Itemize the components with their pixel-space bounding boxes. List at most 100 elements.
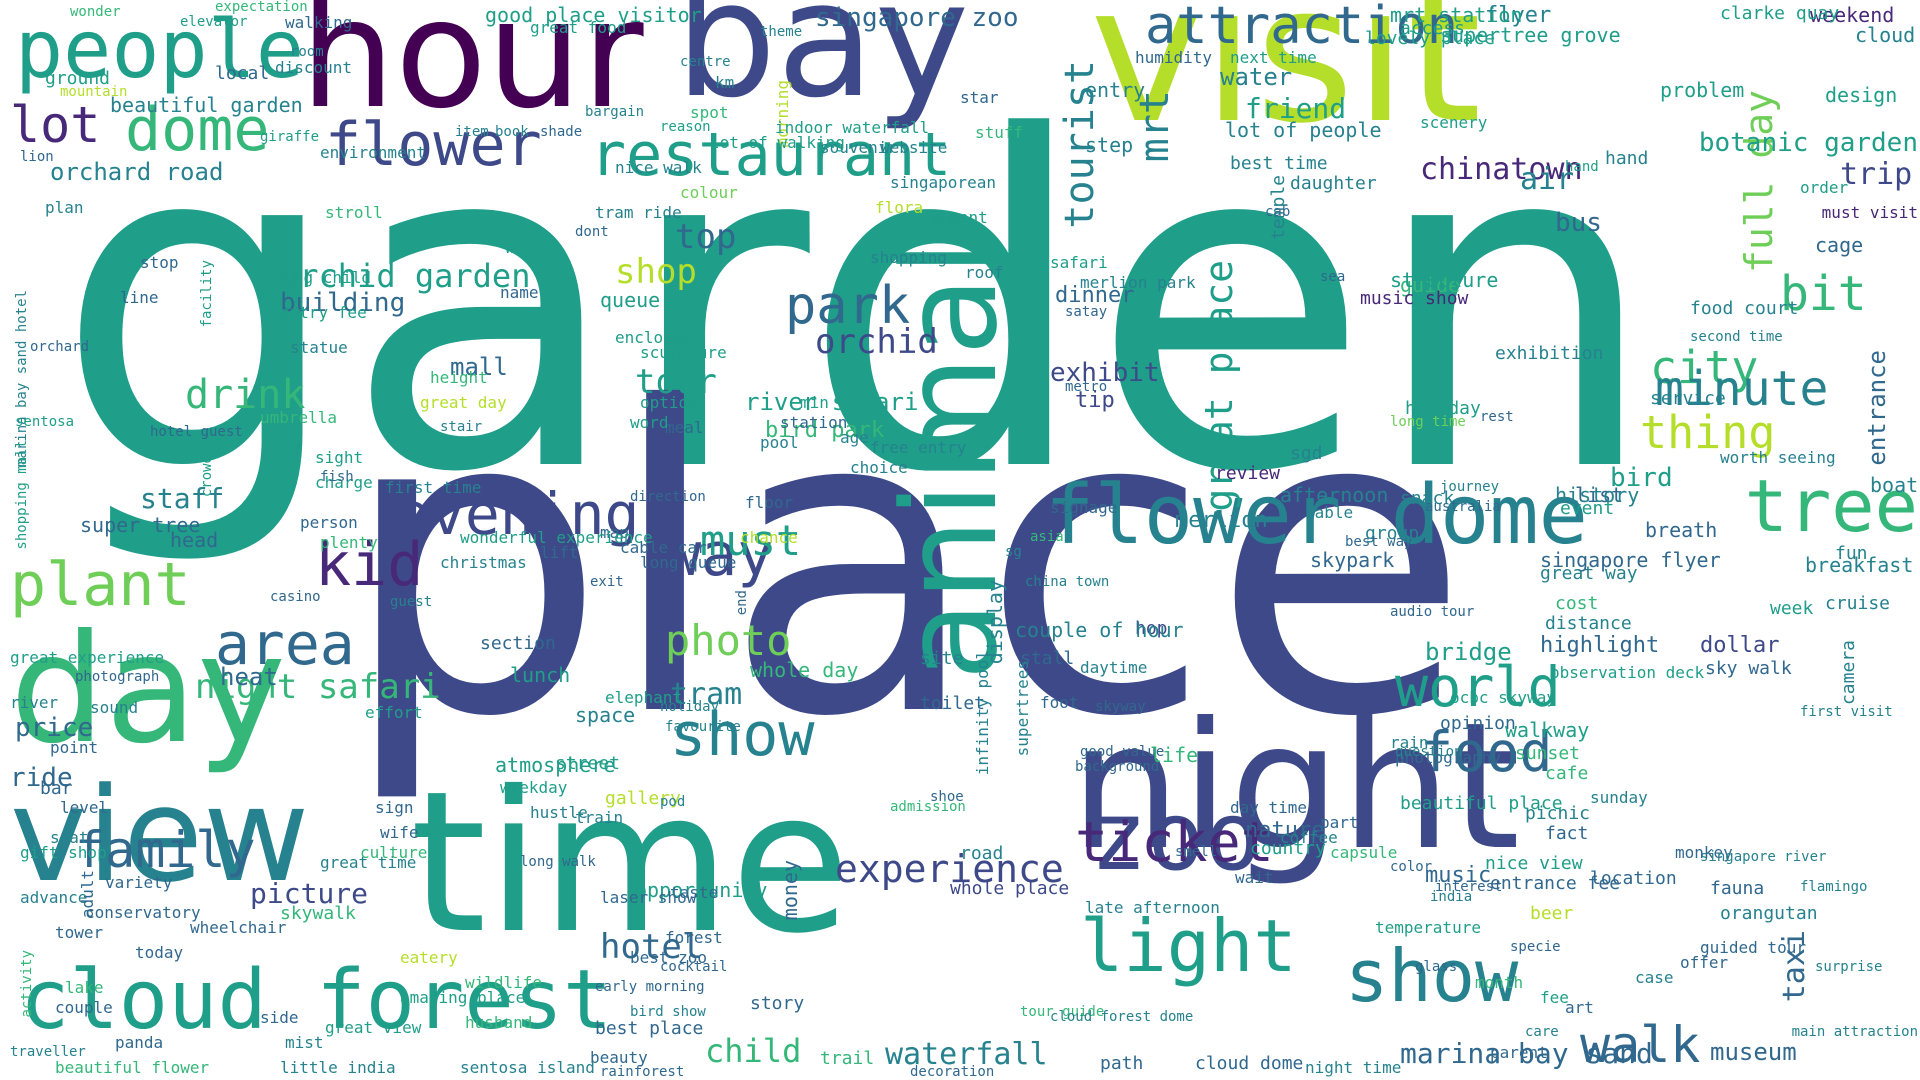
word-chance: chance bbox=[740, 528, 798, 547]
word-color: color bbox=[1390, 859, 1433, 875]
word-best-way: best way bbox=[1345, 534, 1413, 550]
word-access: access bbox=[1400, 18, 1466, 39]
word-guide: guide bbox=[1400, 273, 1461, 297]
word-taste: taste bbox=[670, 883, 719, 902]
word-cloud-dome: cloud dome bbox=[1195, 1053, 1304, 1074]
word-long-queue: long queue bbox=[640, 553, 737, 572]
word-garden: garden bbox=[55, 43, 1659, 572]
word-wonderful-experience: wonderful experience bbox=[460, 528, 653, 547]
word-head: head bbox=[170, 528, 219, 552]
word-infinity-pool: infinity pool bbox=[973, 650, 992, 776]
word-background: background bbox=[1075, 759, 1160, 775]
word-case: case bbox=[1635, 968, 1674, 987]
word-stop: stop bbox=[140, 253, 179, 272]
word-boat: boat bbox=[1870, 473, 1919, 497]
word-water: water bbox=[1220, 63, 1293, 91]
word-map: map bbox=[600, 523, 629, 542]
word-distance: distance bbox=[1545, 613, 1632, 634]
word-book: book bbox=[495, 124, 529, 140]
word-temperature: temperature bbox=[1375, 918, 1481, 937]
word-ticket: ticket bbox=[1075, 810, 1274, 874]
word-rain: rain bbox=[1390, 733, 1429, 752]
word-entry: entry bbox=[1085, 78, 1146, 102]
word-tram: tram bbox=[670, 677, 743, 712]
word-week: week bbox=[1770, 598, 1814, 619]
word-lift: lift bbox=[540, 543, 579, 562]
word-photograph: photograph bbox=[75, 669, 160, 685]
word-fish: fish bbox=[320, 469, 354, 485]
word-observation-deck: observation deck bbox=[1550, 663, 1705, 682]
word-zoo: zoo bbox=[1090, 782, 1262, 892]
word-flyer: flyer bbox=[1485, 3, 1552, 28]
word-view: view bbox=[10, 759, 310, 911]
word-sentosa-island: sentosa island bbox=[460, 1058, 595, 1077]
word-space: space bbox=[575, 703, 636, 727]
word-shopping: shopping bbox=[870, 248, 948, 267]
word-direction: direction bbox=[630, 489, 706, 505]
word-wait: wait bbox=[1235, 868, 1274, 887]
word-place: place bbox=[340, 320, 1470, 809]
word-hand: hand bbox=[1605, 148, 1649, 169]
word-bird-show: bird show bbox=[630, 1004, 706, 1020]
word-interest: interest bbox=[1435, 879, 1503, 895]
word-parent: parent bbox=[1490, 1043, 1548, 1062]
word-great-food: great food bbox=[530, 18, 627, 37]
word-sign: sign bbox=[375, 798, 414, 817]
word-journey: journey bbox=[1440, 479, 1500, 495]
word-marina-bay-sand: marina bay sand bbox=[1400, 1037, 1653, 1070]
word-pod: pod bbox=[660, 794, 686, 810]
word-level: level bbox=[60, 798, 109, 817]
word-umbrella: umbrella bbox=[260, 408, 338, 427]
word-exhibition: exhibition bbox=[1495, 343, 1604, 364]
word-taxi: taxi bbox=[1777, 930, 1812, 1003]
word-station: station bbox=[780, 413, 848, 432]
word-cafe: cafe bbox=[1545, 763, 1589, 784]
word-country: country bbox=[1250, 838, 1326, 859]
word-holiday: holiday bbox=[660, 699, 720, 715]
word-weekend: weekend bbox=[1810, 3, 1895, 27]
word-activity: activity bbox=[19, 950, 35, 1018]
word-giraffe: giraffe bbox=[260, 129, 320, 145]
word-lunch: lunch bbox=[510, 663, 571, 687]
word-gift-shop: gift shop bbox=[20, 843, 107, 862]
word-sentosa: sentosa bbox=[15, 414, 75, 430]
word-path: path bbox=[1100, 1053, 1144, 1074]
word-flower-dome: flower dome bbox=[1045, 468, 1589, 563]
word-tour-guide: tour guide bbox=[1020, 1004, 1105, 1020]
word-side: side bbox=[260, 1008, 299, 1027]
word-great-view: great view bbox=[325, 1018, 422, 1037]
word-daughter: daughter bbox=[1290, 173, 1377, 194]
word-staff: staff bbox=[140, 482, 225, 515]
word-singapore-flyer: singapore flyer bbox=[1540, 548, 1721, 572]
word-attraction: attraction bbox=[1145, 0, 1459, 56]
word-china-town: china town bbox=[1025, 574, 1110, 590]
word-area: area bbox=[215, 610, 355, 678]
word-hot-day: hot day bbox=[1405, 398, 1481, 419]
word-plan: plan bbox=[45, 198, 84, 217]
word-first-visit: first visit bbox=[1800, 704, 1893, 720]
word-whole-place: whole place bbox=[950, 878, 1070, 899]
word-favourite: favourite bbox=[665, 719, 741, 735]
word-tram-ride: tram ride bbox=[595, 203, 682, 222]
word-christmas: christmas bbox=[440, 553, 527, 572]
word-cloud-forest: cloud forest bbox=[20, 953, 613, 1048]
word-dome: dome bbox=[125, 95, 270, 165]
word-colour: colour bbox=[680, 183, 738, 202]
word-forest: forest bbox=[665, 928, 723, 947]
word-exhibit: exhibit bbox=[1050, 358, 1160, 388]
word-laser-show: laser show bbox=[600, 888, 697, 907]
word-story: story bbox=[750, 993, 805, 1014]
word-expectation: expectation bbox=[215, 0, 308, 15]
word-fee: fee bbox=[1540, 988, 1569, 1007]
word-facility: facility bbox=[199, 260, 215, 328]
word-asia: asia bbox=[1030, 529, 1064, 545]
word-building: building bbox=[280, 288, 406, 318]
word-fact: fact bbox=[1545, 823, 1589, 844]
word-bay: bay bbox=[675, 0, 970, 133]
word-experience: experience bbox=[835, 847, 1064, 891]
word-beauty: beauty bbox=[590, 1048, 648, 1067]
word-shopping-mall: shopping mall bbox=[14, 440, 30, 550]
word-beautiful-flower: beautiful flower bbox=[55, 1058, 210, 1077]
word-must-visit: must visit bbox=[1821, 203, 1918, 222]
word-hand: hand bbox=[1565, 159, 1599, 175]
